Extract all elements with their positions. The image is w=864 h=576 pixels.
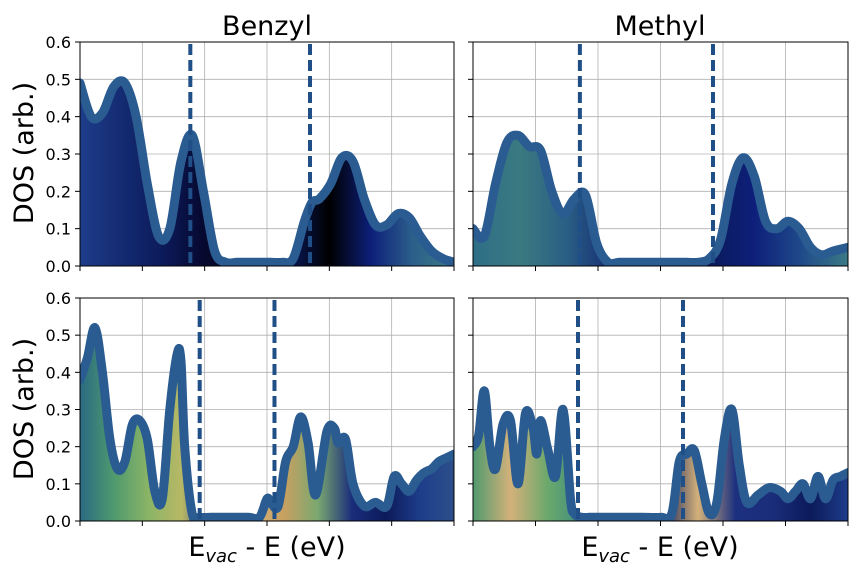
y-axis-label-bottom: DOS (arb.) (9, 338, 40, 480)
y-tick-label: 0.6 (46, 289, 71, 308)
dos-curve (473, 130, 848, 266)
y-tick-label: 0.5 (46, 70, 71, 89)
dos-curve (473, 386, 848, 521)
dos-curve (80, 76, 454, 266)
y-tick-label: 0.3 (46, 145, 71, 164)
y-tick-label: 0.0 (46, 257, 71, 276)
y-tick-label: 0.0 (46, 512, 71, 531)
panel-bottom-left: DOS (arb.) Evac - E (eV) 0.0 0.1 0.2 0.3 0.4… (9, 289, 455, 567)
x-axis-label-right: Evac - E (eV) (581, 532, 738, 567)
y-tick-label: 0.1 (46, 475, 71, 494)
y-tick-label: 0.3 (46, 401, 71, 420)
y-tick-label: 0.2 (46, 182, 71, 201)
y-tick-label: 0.5 (46, 326, 71, 345)
y-tick-label: 0.4 (46, 363, 71, 382)
y-tick-label: 0.6 (46, 33, 71, 52)
panel-title-methyl: Methyl (614, 11, 705, 42)
dos-curve (80, 323, 454, 521)
panel-title-benzyl: Benzyl (222, 11, 312, 42)
dos-area (473, 135, 848, 266)
x-axis-label-left: Evac - E (eV) (188, 532, 345, 567)
y-axis-label-top: DOS (arb.) (9, 82, 40, 224)
panel-methyl: Methyl (468, 11, 849, 271)
y-tick-label: 0.4 (46, 108, 71, 127)
panel-bottom-right: Evac - E (eV) (468, 297, 849, 567)
y-tick-label: 0.2 (46, 438, 71, 457)
panel-benzyl: Benzyl DOS (arb.) 0.0 0.1 0.2 0.3 0.4 0.5 0.6 (9, 11, 455, 276)
y-tick-label: 0.1 (46, 220, 71, 239)
dos-area (80, 327, 454, 521)
